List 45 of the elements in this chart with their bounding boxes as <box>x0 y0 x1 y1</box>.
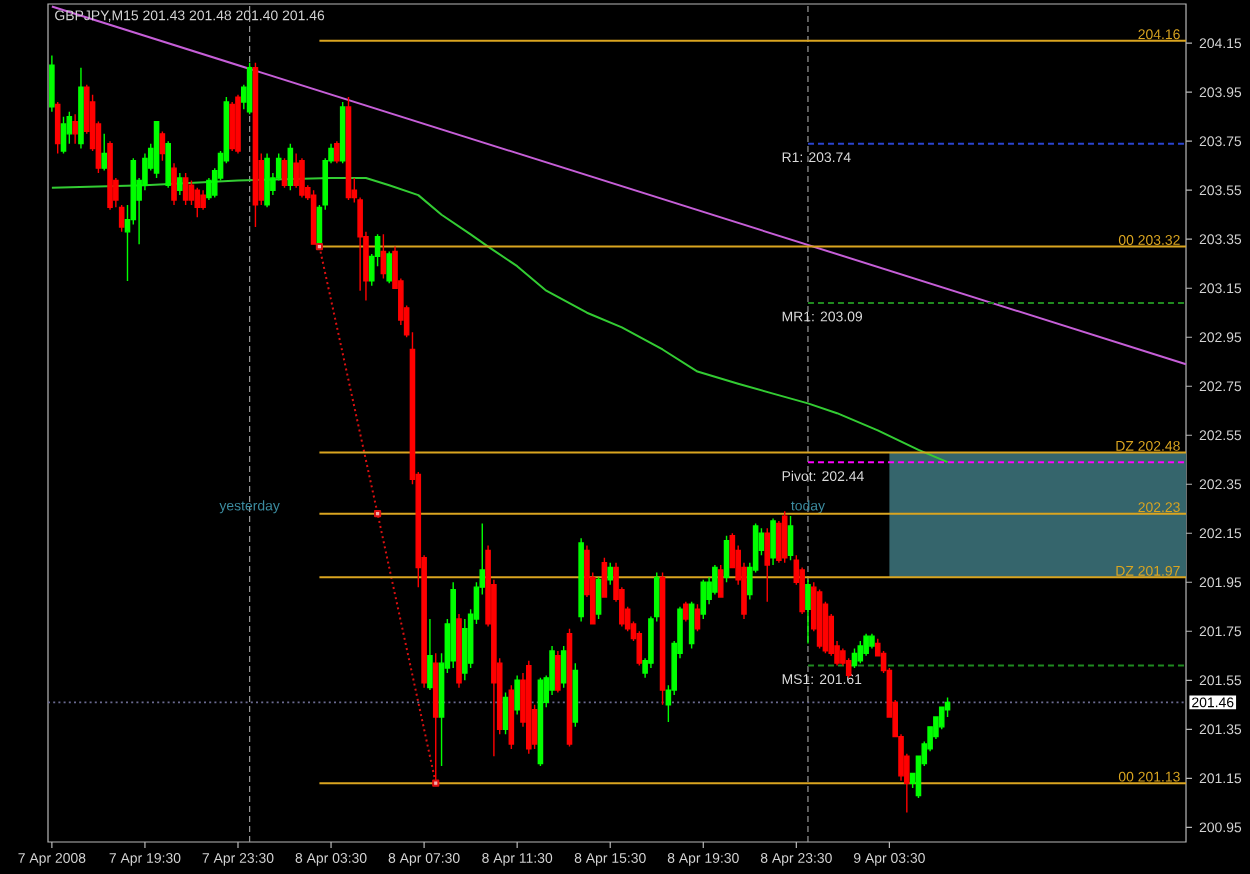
candlestick <box>177 172 183 196</box>
candlestick <box>770 517 776 566</box>
candlestick <box>683 601 689 623</box>
point <box>373 510 382 518</box>
candlestick <box>299 157 305 199</box>
candlestick <box>200 189 206 211</box>
point <box>432 779 440 787</box>
candlestick <box>101 133 108 172</box>
candlestick <box>386 250 392 285</box>
candlestick <box>432 652 439 784</box>
candlestick <box>764 527 771 603</box>
candlestick <box>450 581 456 669</box>
candlestick <box>72 113 78 145</box>
candlestick <box>601 557 608 598</box>
candlestick <box>712 564 718 596</box>
candlestick <box>607 561 614 586</box>
candlestick <box>78 67 84 150</box>
candlestick <box>153 120 160 179</box>
candlestick <box>182 172 189 206</box>
point <box>315 242 324 251</box>
candlestick <box>805 579 811 645</box>
line-series <box>50 176 949 464</box>
candlestick <box>171 162 177 206</box>
candlestick <box>816 588 823 650</box>
candlestick <box>427 618 433 691</box>
candlestick <box>165 140 171 189</box>
candlestick <box>700 579 707 620</box>
candlestick <box>264 152 270 209</box>
candlestick <box>514 674 520 716</box>
candlestick <box>526 659 532 755</box>
candlestick <box>339 101 346 164</box>
candlestick <box>555 650 561 694</box>
candlestick <box>310 189 317 245</box>
candlestick <box>578 537 584 623</box>
candlestick <box>508 684 515 750</box>
candlestick <box>235 93 241 155</box>
candlestick <box>107 140 113 211</box>
candlestick <box>456 613 462 689</box>
candlestick <box>334 140 340 164</box>
candlestick <box>869 633 875 650</box>
candlestick <box>49 54 55 113</box>
candlestick <box>863 633 869 657</box>
candlestick <box>194 187 201 218</box>
candlestick <box>229 101 235 152</box>
candlestick <box>717 564 724 598</box>
